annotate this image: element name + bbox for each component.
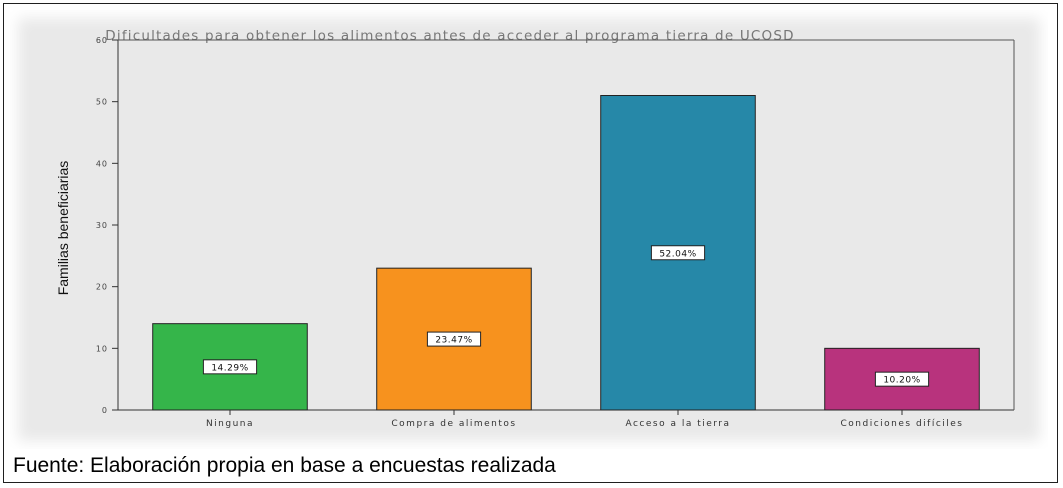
data-label-box (650, 245, 706, 261)
y-axis-label: Familias beneficiarias (55, 161, 71, 296)
y-tick-label: 40 (96, 159, 108, 168)
y-axis-ticks: 0 10 20 30 40 50 60 (96, 36, 118, 415)
data-label: 52.04% (659, 249, 696, 259)
bars (152, 95, 980, 411)
data-label-box (874, 371, 930, 387)
y-tick-label: 0 (102, 406, 108, 415)
y-tick-label: 60 (96, 36, 108, 45)
x-tick-label: Acceso a la tierra (625, 419, 730, 429)
figure-frame: Dificultades para obtener los alimentos … (3, 3, 1058, 483)
x-tick-label: Condiciones difíciles (840, 419, 963, 429)
y-tick-label: 30 (96, 221, 108, 230)
bar-chart: Dificultades para obtener los alimentos … (55, 28, 1015, 429)
data-labels: 14.29% 23.47% 52.04% 10.20% (202, 245, 930, 387)
x-tick-label: Ninguna (206, 419, 254, 429)
chart-panel: Dificultades para obtener los alimentos … (10, 10, 1048, 449)
y-tick-label: 20 (96, 283, 108, 292)
data-label: 14.29% (211, 363, 248, 373)
data-label: 10.20% (883, 376, 920, 386)
y-tick-label: 50 (96, 98, 108, 107)
source-caption: Fuente: Elaboración propia en base a enc… (13, 454, 556, 477)
x-tick-label: Compra de alimentos (391, 419, 516, 429)
x-axis-ticks: Ninguna Compra de alimentos Acceso a la ti… (206, 410, 963, 429)
y-tick-label: 10 (96, 344, 108, 353)
data-label: 23.47% (435, 336, 472, 346)
data-label-box (202, 359, 258, 375)
chart-title: Dificultades para obtener los alimentos … (105, 28, 794, 44)
data-label-box (426, 331, 482, 347)
